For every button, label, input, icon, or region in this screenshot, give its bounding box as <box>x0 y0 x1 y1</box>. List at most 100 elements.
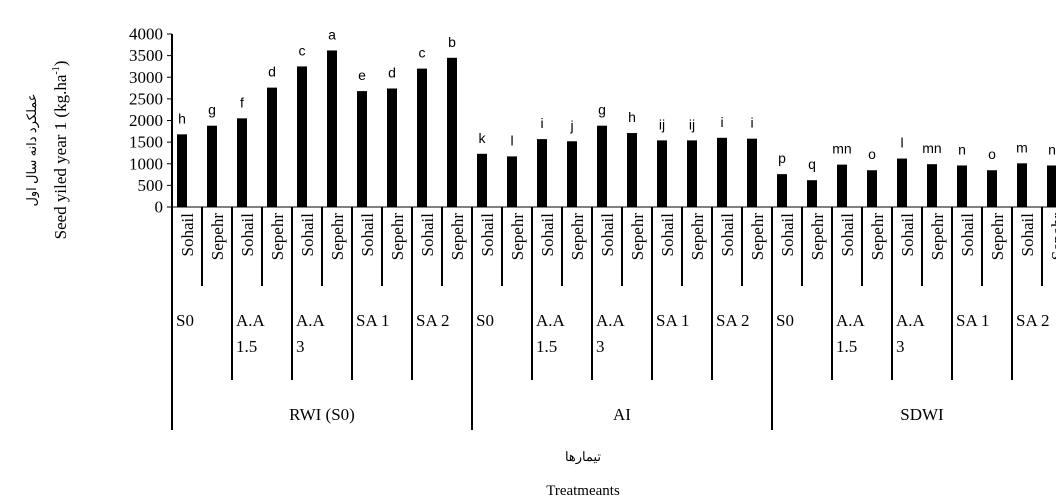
significance-letter: g <box>208 102 216 118</box>
y-tick-label: 3500 <box>129 46 163 65</box>
significance-letter: q <box>808 156 816 172</box>
bar <box>1047 165 1056 207</box>
bar <box>267 87 277 207</box>
treatment-label: SA 1 <box>656 311 690 330</box>
treatment-label: A.A <box>236 311 266 330</box>
significance-letter: p <box>778 150 786 166</box>
bar <box>747 138 757 207</box>
cultivar-label: Sepehr <box>268 213 287 261</box>
bar <box>327 50 337 208</box>
irrigation-group-label: AI <box>613 405 631 424</box>
bar <box>897 158 907 207</box>
significance-letter: o <box>988 146 996 162</box>
cultivar-label: Sepehr <box>988 213 1007 261</box>
significance-letter: d <box>268 64 276 80</box>
significance-letter: m <box>1016 139 1028 155</box>
cultivar-label: Sepehr <box>748 213 767 261</box>
x-axis-label-english: Treatmeants <box>546 483 620 499</box>
bar <box>957 165 967 207</box>
significance-letter: i <box>720 114 723 130</box>
significance-letter: j <box>569 117 573 133</box>
cultivar-label: Sepehr <box>508 213 527 261</box>
bar <box>477 153 487 207</box>
treatment-label: S0 <box>176 311 194 330</box>
bar <box>447 57 457 207</box>
significance-letter: l <box>510 132 513 148</box>
cultivar-label: Sepehr <box>1048 213 1056 261</box>
bar <box>927 164 937 207</box>
bar <box>837 164 847 207</box>
significance-letter: c <box>299 42 306 58</box>
bar <box>597 125 607 207</box>
treatment-label: 1.5 <box>836 337 857 356</box>
y-axis-label-superscript: -1 <box>51 66 62 74</box>
cultivar-label: Sohail <box>538 213 557 257</box>
treatment-label: 1.5 <box>236 337 257 356</box>
cultivar-label: Sepehr <box>448 213 467 261</box>
cultivar-label: Sepehr <box>568 213 587 261</box>
significance-letter: f <box>240 94 244 110</box>
cultivar-label: Sohail <box>1018 213 1037 257</box>
significance-letter: e <box>358 67 366 83</box>
bar <box>207 125 217 207</box>
significance-letter: i <box>540 115 543 131</box>
x-category-axis: Sohail Sepehr S0 Sohail Sepehr A.A 1.5 Sohail Se… <box>171 206 1056 430</box>
cultivar-label: Sohail <box>958 213 977 257</box>
y-tick-label: 3000 <box>129 68 163 87</box>
y-tick-label: 0 <box>155 198 164 217</box>
irrigation-group-label: RWI (S0) <box>289 405 355 424</box>
bar <box>987 170 997 207</box>
y-axis-label-main: Seed yiled year 1 (kg.ha <box>51 74 70 239</box>
significance-letter: b <box>448 34 456 50</box>
significance-letter: ij <box>659 116 665 132</box>
bar <box>537 139 547 207</box>
significance-letter: i <box>750 115 753 131</box>
bar <box>867 170 877 207</box>
bar <box>417 68 427 207</box>
cultivar-label: Sepehr <box>388 213 407 261</box>
cultivar-label: Sohail <box>178 213 197 257</box>
cultivar-label: Sohail <box>358 213 377 257</box>
x-axis-label-persian: تیمارها <box>565 449 601 465</box>
treatment-label: 3 <box>596 337 605 356</box>
y-tick-label: 1500 <box>129 133 163 152</box>
y-axis: 0 500 1000 1500 2000 2500 3000 3500 4000 <box>129 25 173 217</box>
bar <box>387 88 397 207</box>
significance-letter: n <box>958 141 966 157</box>
treatment-label: A.A <box>596 311 626 330</box>
treatment-label: A.A <box>836 311 866 330</box>
bar <box>627 133 637 207</box>
treatment-label: 1.5 <box>536 337 557 356</box>
y-axis-label-tail: ) <box>51 61 70 67</box>
significance-letter: ij <box>689 116 695 132</box>
cultivar-label: Sepehr <box>928 213 947 261</box>
significance-letter: k <box>479 130 487 146</box>
treatment-label: SA 1 <box>356 311 390 330</box>
treatment-label: SA 2 <box>416 311 450 330</box>
bar <box>567 141 577 207</box>
significance-letter: mn <box>922 140 941 156</box>
significance-letter: n <box>1048 141 1056 157</box>
cultivar-label: Sepehr <box>808 213 827 261</box>
significance-letter: h <box>628 109 636 125</box>
cultivar-label: Sepehr <box>868 213 887 261</box>
y-axis-label-english: Seed yiled year 1 (kg.ha-1) <box>51 61 70 240</box>
significance-letter: a <box>328 26 336 42</box>
cultivar-label: Sohail <box>298 213 317 257</box>
significance-letter: mn <box>832 141 851 157</box>
cultivar-label: Sohail <box>658 213 677 257</box>
treatment-label: SA 1 <box>956 311 990 330</box>
cultivar-label: Sohail <box>778 213 797 257</box>
cultivar-label: Sepehr <box>328 213 347 261</box>
y-tick-label: 2500 <box>129 89 163 108</box>
bar <box>657 140 667 207</box>
treatment-label: S0 <box>476 311 494 330</box>
bar <box>177 134 187 207</box>
bar <box>237 118 247 207</box>
bars <box>177 50 1056 208</box>
significance-letter: g <box>598 102 606 118</box>
bar <box>807 180 817 207</box>
cultivar-label: Sohail <box>598 213 617 257</box>
significance-letter: c <box>419 45 426 61</box>
